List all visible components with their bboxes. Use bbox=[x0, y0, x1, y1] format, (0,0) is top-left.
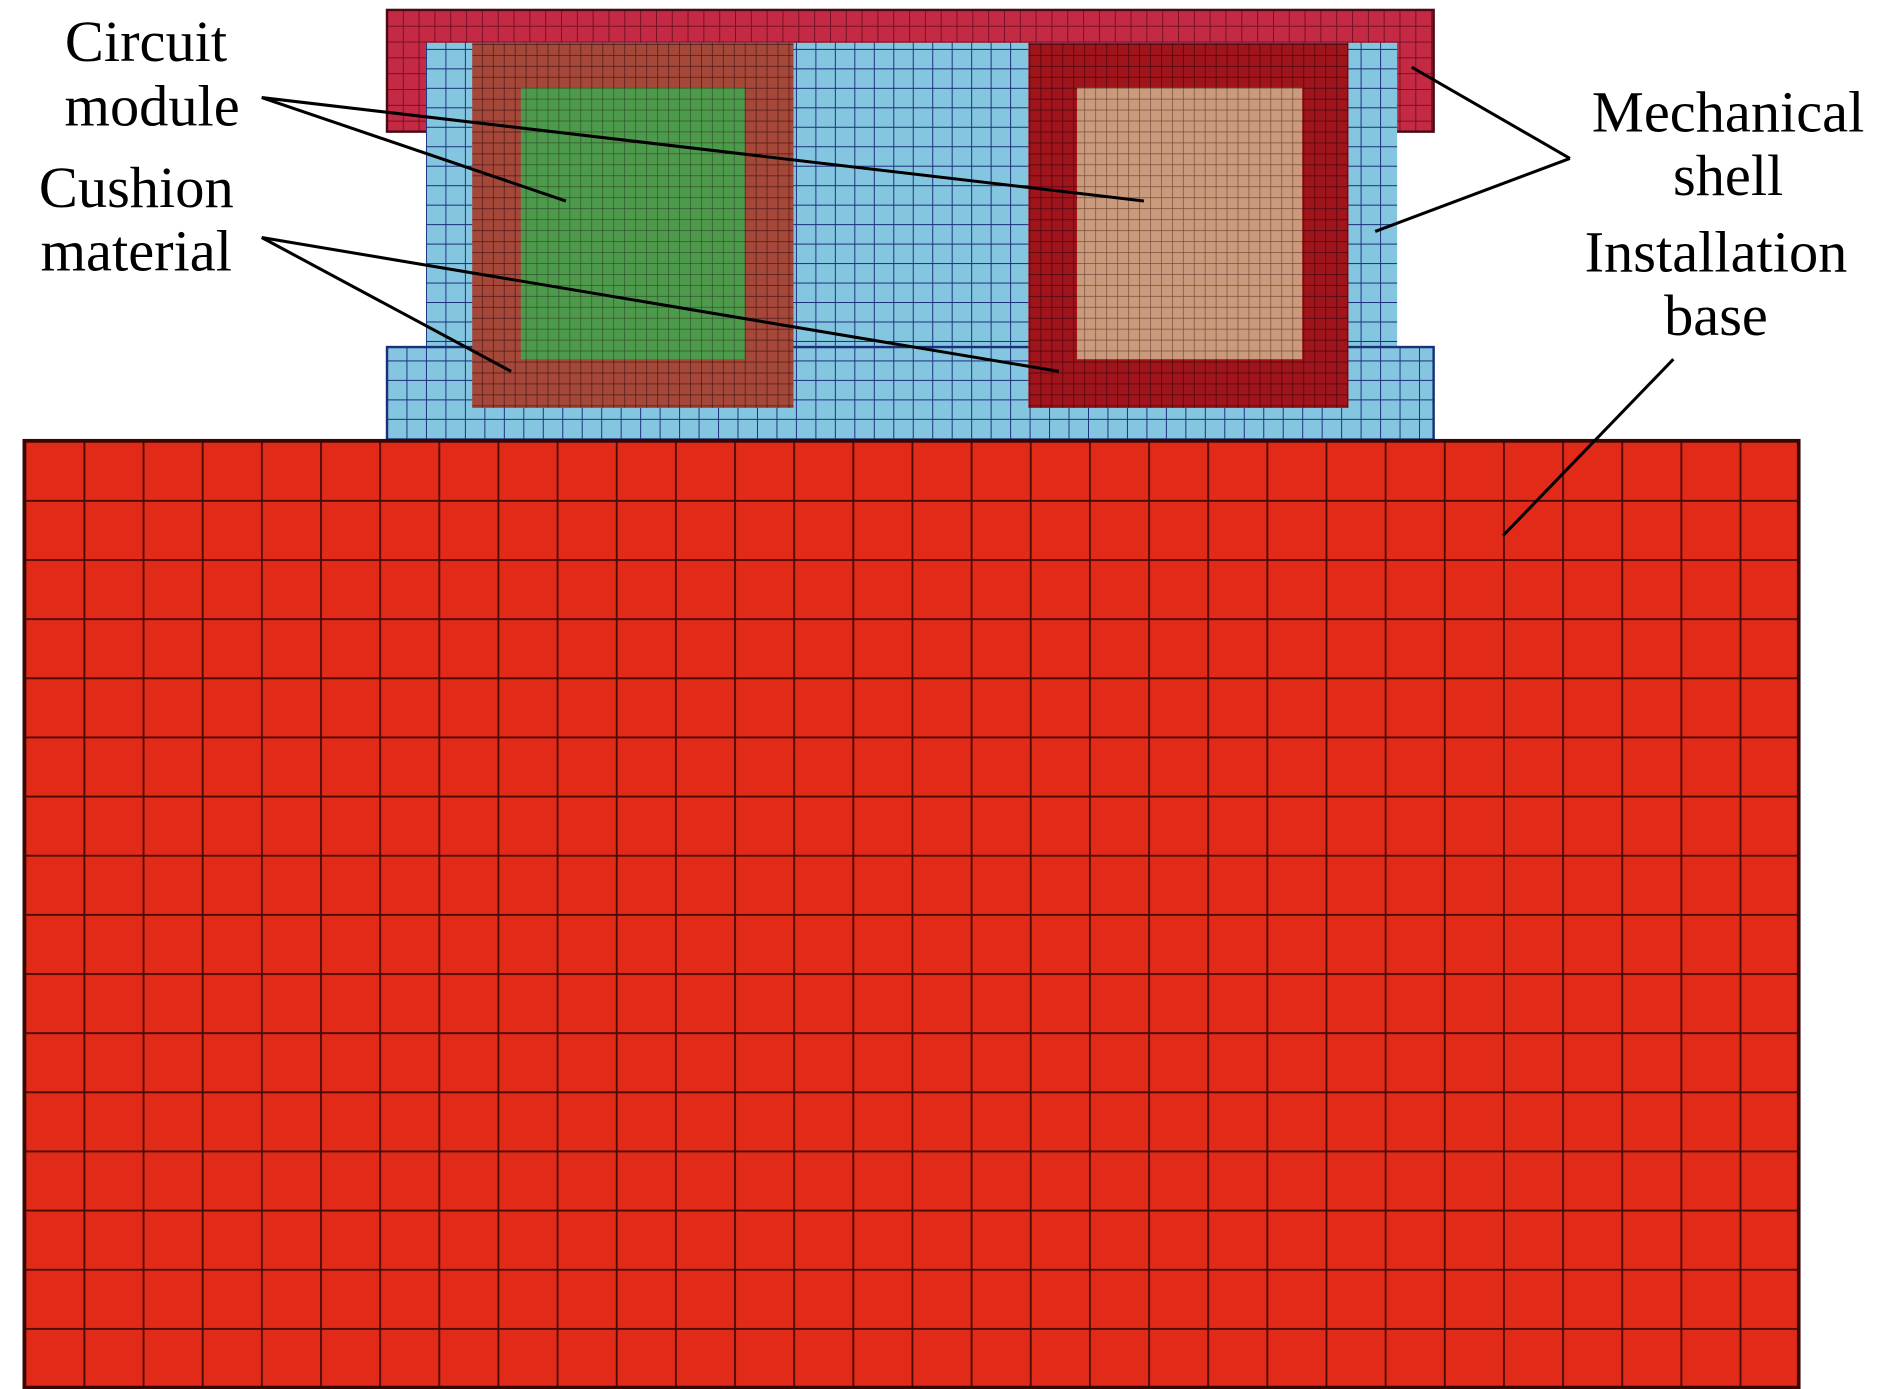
label-line: Installation bbox=[1585, 220, 1848, 285]
leader-shell bbox=[1374, 65, 1571, 233]
label-line: Circuit bbox=[65, 9, 227, 74]
leader-cushion bbox=[260, 236, 1060, 373]
leader-circuit bbox=[261, 96, 1145, 203]
module-right bbox=[1077, 87, 1303, 360]
label-line: Cushion bbox=[39, 155, 234, 220]
label-line: base bbox=[1664, 283, 1768, 348]
label-line: shell bbox=[1673, 143, 1783, 208]
label-line: module bbox=[65, 74, 240, 139]
installation-base bbox=[22, 438, 1801, 1389]
module-left bbox=[520, 87, 745, 360]
label-line: material bbox=[41, 218, 232, 283]
leader-base bbox=[1501, 358, 1675, 537]
leaders bbox=[260, 65, 1675, 537]
labels: Circuit module Cushion material Mechanic… bbox=[39, 9, 1864, 348]
label-line: Mechanical bbox=[1592, 80, 1864, 145]
mesh bbox=[22, 8, 1801, 1389]
